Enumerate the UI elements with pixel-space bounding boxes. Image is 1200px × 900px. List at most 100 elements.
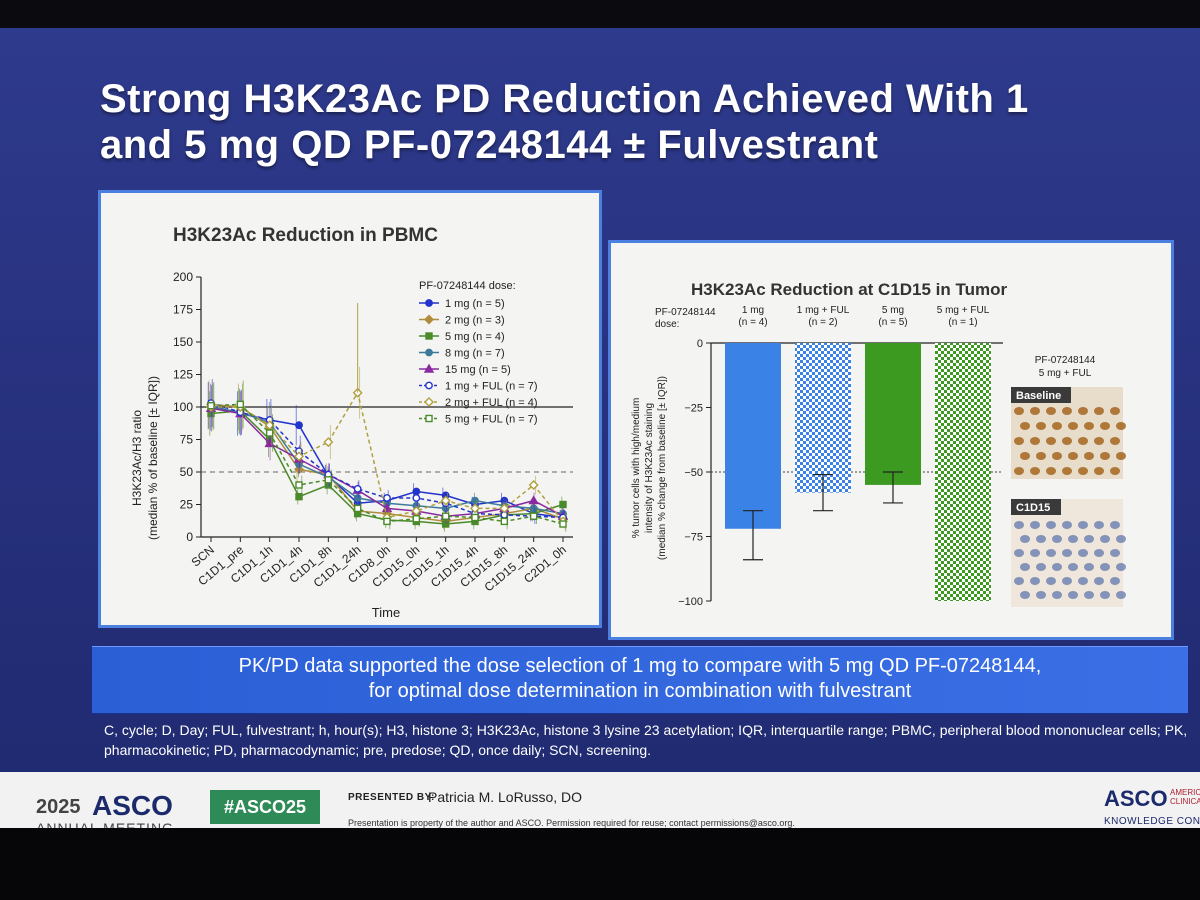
ihc-caption-line1: PF-07248144 [1035, 355, 1096, 366]
pbmc-data-point [411, 506, 422, 516]
pbmc-data-point [528, 495, 539, 505]
dose-label-line2: dose: [655, 319, 679, 330]
conclusion-banner: PK/PD data supported the dose selection … [92, 646, 1188, 714]
pbmc-y-tick-label: 100 [173, 400, 193, 414]
pbmc-data-point [529, 512, 538, 520]
tumor-bar [865, 343, 921, 485]
pbmc-data-point [323, 437, 334, 448]
ihc-nucleus [1078, 521, 1088, 529]
ihc-nucleus [1030, 577, 1040, 585]
ihc-nucleus [1094, 549, 1104, 557]
pbmc-x-axis-label: Time [372, 605, 400, 620]
ihc-nucleus [1052, 563, 1062, 571]
pbmc-data-point [412, 494, 421, 502]
ihc-nucleus [1110, 521, 1120, 529]
pbmc-data-point [471, 513, 479, 522]
pbmc-data-point [470, 503, 480, 514]
pbmc-data-point [383, 494, 391, 502]
asco-logo-subtext: AMERICAN CLINICAL [1170, 788, 1200, 806]
ihc-nucleus [1068, 535, 1078, 543]
ihc-nucleus [1014, 577, 1024, 585]
ihc-nucleus [1084, 591, 1094, 599]
pbmc-data-point [353, 484, 362, 493]
ihc-nucleus [1030, 467, 1040, 475]
ihc-nucleus [1052, 535, 1062, 543]
pbmc-y-tick-label: 0 [186, 530, 193, 544]
pbmc-y-tick-label: 125 [173, 368, 193, 382]
pbmc-data-point [294, 451, 304, 462]
pbmc-y-tick-label: 175 [173, 303, 193, 317]
pbmc-data-point [383, 517, 391, 526]
pbmc-plot-area: 0255075100125150175200SCNC1D1_preC1D1_1h… [173, 270, 573, 594]
ihc-nucleus [1036, 591, 1046, 599]
ihc-nucleus [1052, 591, 1062, 599]
ihc-nucleus [1094, 577, 1104, 585]
tumor-bar [725, 343, 781, 529]
ihc-nucleus [1110, 549, 1120, 557]
ihc-nucleus [1046, 467, 1056, 475]
pbmc-data-point [425, 299, 433, 307]
ihc-nucleus [1020, 535, 1030, 543]
pbmc-data-point [412, 515, 421, 523]
banner-line-1: PK/PD data supported the dose selection … [238, 655, 1042, 677]
pbmc-data-point [425, 414, 433, 423]
ihc-nucleus [1100, 563, 1110, 571]
tumor-bar [935, 343, 991, 601]
tumor-bar-label-line2: (n = 2) [808, 317, 837, 328]
ihc-nucleus [1078, 437, 1088, 445]
ihc-nucleus [1046, 549, 1056, 557]
ihc-nucleus [1110, 407, 1120, 415]
pbmc-line-chart: H3K23Ac Reduction in PBMC H3K23Ac/H3 rat… [130, 225, 573, 620]
pbmc-legend: 1 mg (n = 5) 2 mg (n = 3) 5 mg (n = 4) 8 mg… [419, 298, 538, 426]
ihc-nucleus [1014, 549, 1024, 557]
ihc-nucleus [1036, 563, 1046, 571]
ihc-nucleus [1014, 521, 1024, 529]
ihc-nucleus [1084, 422, 1094, 430]
ihc-nucleus [1020, 591, 1030, 599]
ihc-nucleus [1062, 549, 1072, 557]
pbmc-data-point [528, 480, 539, 490]
pbmc-data-point [324, 476, 333, 484]
ihc-caption-line2: 5 mg + FUL [1039, 368, 1092, 379]
ihc-nucleus [1046, 437, 1056, 445]
pbmc-data-point [425, 381, 433, 390]
ihc-nucleus [1094, 437, 1104, 445]
ihc-nucleus [1100, 452, 1110, 460]
ihc-nucleus [1110, 437, 1120, 445]
ihc-nucleus [1020, 563, 1030, 571]
slide-title: Strong H3K23Ac PD Reduction Achieved Wit… [100, 77, 1029, 167]
ihc-nucleus [1116, 422, 1126, 430]
tumor-chart-title: H3K23Ac Reduction at C1D15 in Tumor [691, 280, 1008, 299]
tumor-bar [795, 343, 851, 493]
pbmc-chart-panel: H3K23Ac Reduction in PBMC H3K23Ac/H3 rat… [98, 190, 602, 628]
ihc-baseline-image: Baseline [1011, 387, 1126, 479]
ihc-nucleus [1110, 577, 1120, 585]
meeting-year: 2025 [36, 796, 81, 818]
pbmc-data-point [236, 400, 245, 409]
pbmc-legend-entry: 1 mg (n = 5) [445, 298, 505, 310]
ihc-nucleus [1062, 521, 1072, 529]
tumor-y-axis-label-line3: (median % change from baseline [± IQR]) [657, 376, 668, 560]
ihc-nucleus [1046, 577, 1056, 585]
ihc-nucleus [1084, 563, 1094, 571]
ihc-nucleus [1062, 577, 1072, 585]
ihc-nucleus [1062, 437, 1072, 445]
pbmc-legend-entry: 2 mg (n = 3) [445, 315, 505, 327]
pbmc-data-point [295, 421, 303, 430]
ihc-nucleus [1036, 452, 1046, 460]
ihc-nucleus [1020, 452, 1030, 460]
pbmc-legend-entry: 2 mg + FUL (n = 4) [445, 397, 538, 409]
pbmc-data-point [412, 487, 421, 496]
asco-logo: ASCO [1104, 786, 1168, 811]
ihc-nucleus [1068, 591, 1078, 599]
ihc-nucleus [1030, 521, 1040, 529]
slide-screen: Strong H3K23Ac PD Reduction Achieved Wit… [0, 28, 1200, 844]
venue-floor [0, 828, 1200, 900]
ihc-nucleus [1100, 535, 1110, 543]
ihc-baseline-label: Baseline [1016, 390, 1061, 402]
pbmc-data-point [559, 520, 567, 528]
pbmc-legend-entry: 1 mg + FUL (n = 7) [445, 381, 538, 393]
ihc-nucleus [1078, 407, 1088, 415]
meeting-asco-wordmark: ASCO [92, 790, 173, 821]
pbmc-data-point [441, 520, 450, 528]
